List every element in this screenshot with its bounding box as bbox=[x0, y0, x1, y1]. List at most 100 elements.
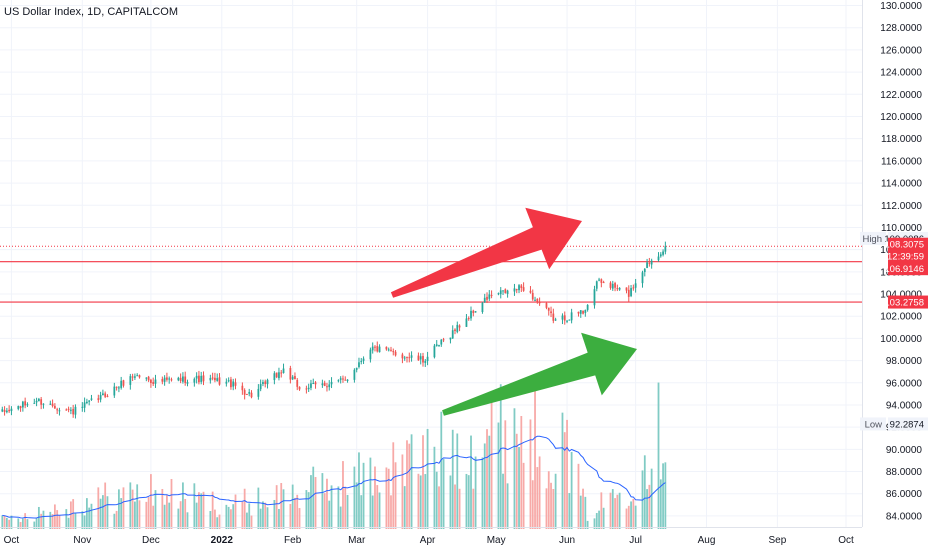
candle-body bbox=[24, 401, 27, 406]
volume-bar bbox=[424, 474, 427, 529]
candle bbox=[310, 379, 312, 391]
volume-bar bbox=[499, 384, 502, 529]
candle-body bbox=[374, 346, 376, 348]
candle-body bbox=[632, 287, 635, 289]
candle-body bbox=[26, 404, 29, 406]
y-tick-label: 120.0000 bbox=[880, 112, 922, 123]
volume-bar bbox=[570, 451, 573, 529]
candle bbox=[88, 400, 91, 406]
candle-body bbox=[161, 379, 164, 382]
last-price-tag: 108.3075 bbox=[884, 237, 928, 251]
countdown-tag-text: 12:39:59 bbox=[887, 252, 924, 263]
candle bbox=[378, 344, 381, 353]
volume-bar bbox=[106, 496, 109, 529]
candle-body bbox=[154, 379, 157, 384]
price-axis[interactable]: 84.000086.000088.000090.000092.000094.00… bbox=[860, 0, 932, 550]
candle bbox=[618, 287, 621, 291]
candle bbox=[209, 374, 212, 384]
candle bbox=[659, 252, 662, 258]
candle-body bbox=[593, 289, 596, 306]
candle-body bbox=[182, 376, 184, 382]
candle bbox=[298, 386, 301, 391]
volume-bar bbox=[422, 435, 424, 529]
candle bbox=[390, 346, 392, 352]
y-tick-label: 114.0000 bbox=[881, 179, 922, 190]
horizontal-levels[interactable] bbox=[0, 245, 862, 303]
volume-bar bbox=[438, 486, 440, 529]
candle-body bbox=[536, 298, 539, 302]
candle bbox=[184, 371, 187, 386]
candle bbox=[513, 283, 516, 296]
volume-bar bbox=[632, 498, 635, 529]
y-tick-label: 118.0000 bbox=[881, 134, 922, 145]
candle bbox=[467, 316, 470, 321]
candle-body bbox=[227, 380, 230, 382]
volume-bar bbox=[3, 515, 6, 529]
volume-bar bbox=[465, 473, 468, 529]
volume-bar bbox=[280, 483, 283, 529]
candle-body bbox=[296, 379, 299, 387]
candle bbox=[122, 379, 125, 388]
y-tick-label: 102.0000 bbox=[880, 312, 922, 323]
candle-body bbox=[438, 344, 440, 346]
red-trend-arrow[interactable] bbox=[390, 207, 582, 298]
volume-bar bbox=[58, 515, 61, 529]
candle bbox=[579, 309, 582, 318]
volume-bar bbox=[625, 508, 628, 529]
volume-bar bbox=[502, 473, 504, 529]
candle bbox=[19, 405, 22, 412]
candle bbox=[40, 396, 43, 410]
candle bbox=[51, 399, 54, 408]
candle-body bbox=[113, 386, 116, 396]
y-tick-label: 86.0000 bbox=[886, 489, 923, 500]
candle-body bbox=[570, 312, 573, 321]
candle bbox=[506, 289, 509, 298]
candle bbox=[330, 377, 333, 389]
candle bbox=[344, 376, 347, 381]
candle bbox=[65, 408, 68, 411]
volume-bar bbox=[115, 510, 118, 529]
candle bbox=[280, 369, 283, 378]
candle bbox=[346, 379, 349, 383]
time-axis[interactable]: Oct Nov Dec 2022 Feb Mar Apr May Jun Jul Aug Sep Oct bbox=[0, 527, 862, 547]
candle bbox=[282, 363, 285, 374]
green-trend-arrow[interactable] bbox=[442, 332, 637, 416]
volume-bar bbox=[417, 473, 420, 529]
candle bbox=[211, 372, 214, 381]
volume-bar bbox=[211, 491, 214, 529]
x-tick-label: 2022 bbox=[211, 535, 234, 546]
candle bbox=[451, 325, 454, 339]
candle-body bbox=[643, 268, 646, 272]
candle bbox=[83, 397, 86, 413]
candle bbox=[150, 378, 152, 388]
volume-bar bbox=[602, 507, 605, 529]
y-tick-label: 90.0000 bbox=[886, 445, 923, 456]
candle-body bbox=[330, 381, 333, 385]
candle bbox=[328, 380, 331, 391]
candle bbox=[214, 372, 216, 383]
trend-arrows[interactable] bbox=[390, 207, 637, 416]
x-tick-label: Aug bbox=[698, 535, 716, 546]
candle-body bbox=[602, 282, 605, 284]
candle bbox=[1, 406, 4, 413]
candle-body bbox=[115, 386, 118, 388]
candle bbox=[193, 377, 196, 387]
candle bbox=[58, 407, 61, 416]
volume-bar bbox=[184, 498, 187, 529]
volume-bar bbox=[101, 495, 104, 529]
candle bbox=[646, 258, 648, 269]
candle bbox=[42, 403, 45, 409]
candle-body bbox=[353, 369, 356, 380]
volume-bar bbox=[305, 490, 308, 529]
candle-body bbox=[611, 283, 614, 289]
candle-body bbox=[120, 380, 123, 388]
level-tag-1-bg bbox=[888, 295, 928, 309]
candle-body bbox=[278, 372, 280, 379]
candle bbox=[529, 286, 532, 294]
candle bbox=[449, 337, 452, 344]
candle-body bbox=[225, 381, 228, 384]
candle-body bbox=[291, 376, 294, 380]
volume-bar bbox=[42, 510, 45, 529]
